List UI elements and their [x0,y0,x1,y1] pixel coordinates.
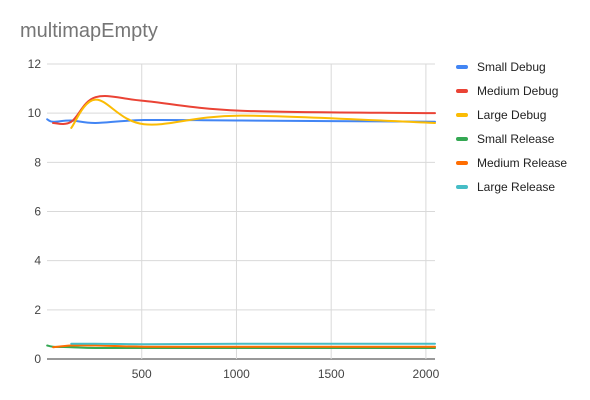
legend-label: Small Debug [477,60,546,74]
legend-swatch [456,137,468,141]
legend-item-medium-release: Medium Release [456,151,586,175]
y-tick-label: 2 [34,303,41,317]
legend-label: Medium Debug [477,84,559,98]
x-tick-label: 500 [132,367,152,381]
legend-item-small-release: Small Release [456,127,586,151]
y-tick-label: 8 [34,155,41,169]
chart-legend: Small Debug Medium Debug Large Debug Small … [456,55,586,199]
legend-item-large-debug: Large Debug [456,103,586,127]
legend-swatch [456,113,468,117]
series-line-medium-release [52,344,436,349]
legend-item-small-debug: Small Debug [456,55,586,79]
legend-label: Large Release [477,180,556,194]
y-tick-label: 12 [28,57,42,71]
legend-label: Medium Release [477,156,568,170]
y-tick-label: 6 [34,205,41,219]
y-tick-label: 10 [28,106,42,120]
legend-label: Small Release [477,132,555,146]
y-tick-label: 0 [34,352,41,366]
x-tick-label: 1500 [318,367,345,381]
legend-item-large-release: Large Release [456,175,586,199]
series-line-medium-debug [52,94,436,125]
chart-title: multimapEmpty [20,20,158,42]
series-line-large-release [70,342,436,346]
y-tick-label: 4 [34,254,41,268]
legend-swatch [456,161,468,165]
series-line-large-debug [70,98,436,129]
series-line-small-debug [46,118,436,125]
legend-swatch [456,185,468,189]
legend-item-medium-debug: Medium Debug [456,79,586,103]
legend-swatch [456,65,468,69]
x-tick-label: 1000 [223,367,250,381]
x-tick-label: 2000 [413,367,440,381]
legend-label: Large Debug [477,108,547,122]
legend-swatch [456,89,468,93]
